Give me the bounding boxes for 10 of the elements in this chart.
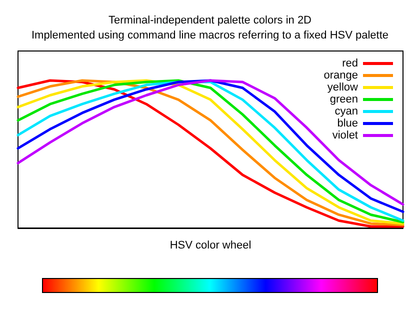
legend-label: orange <box>324 70 358 82</box>
chart-title: Terminal-independent palette colors in 2D <box>108 14 312 26</box>
legend-label: red <box>342 58 358 70</box>
legend-label: yellow <box>327 82 358 94</box>
legend-label: cyan <box>334 106 358 118</box>
x-axis-title: HSV color wheel <box>170 240 252 252</box>
legend-label: green <box>330 94 358 106</box>
legend-label: violet <box>332 130 358 142</box>
legend-label: blue <box>337 118 358 130</box>
chart-subtitle: Implemented using command line macros referring to a fixed HSV palette <box>31 30 389 42</box>
